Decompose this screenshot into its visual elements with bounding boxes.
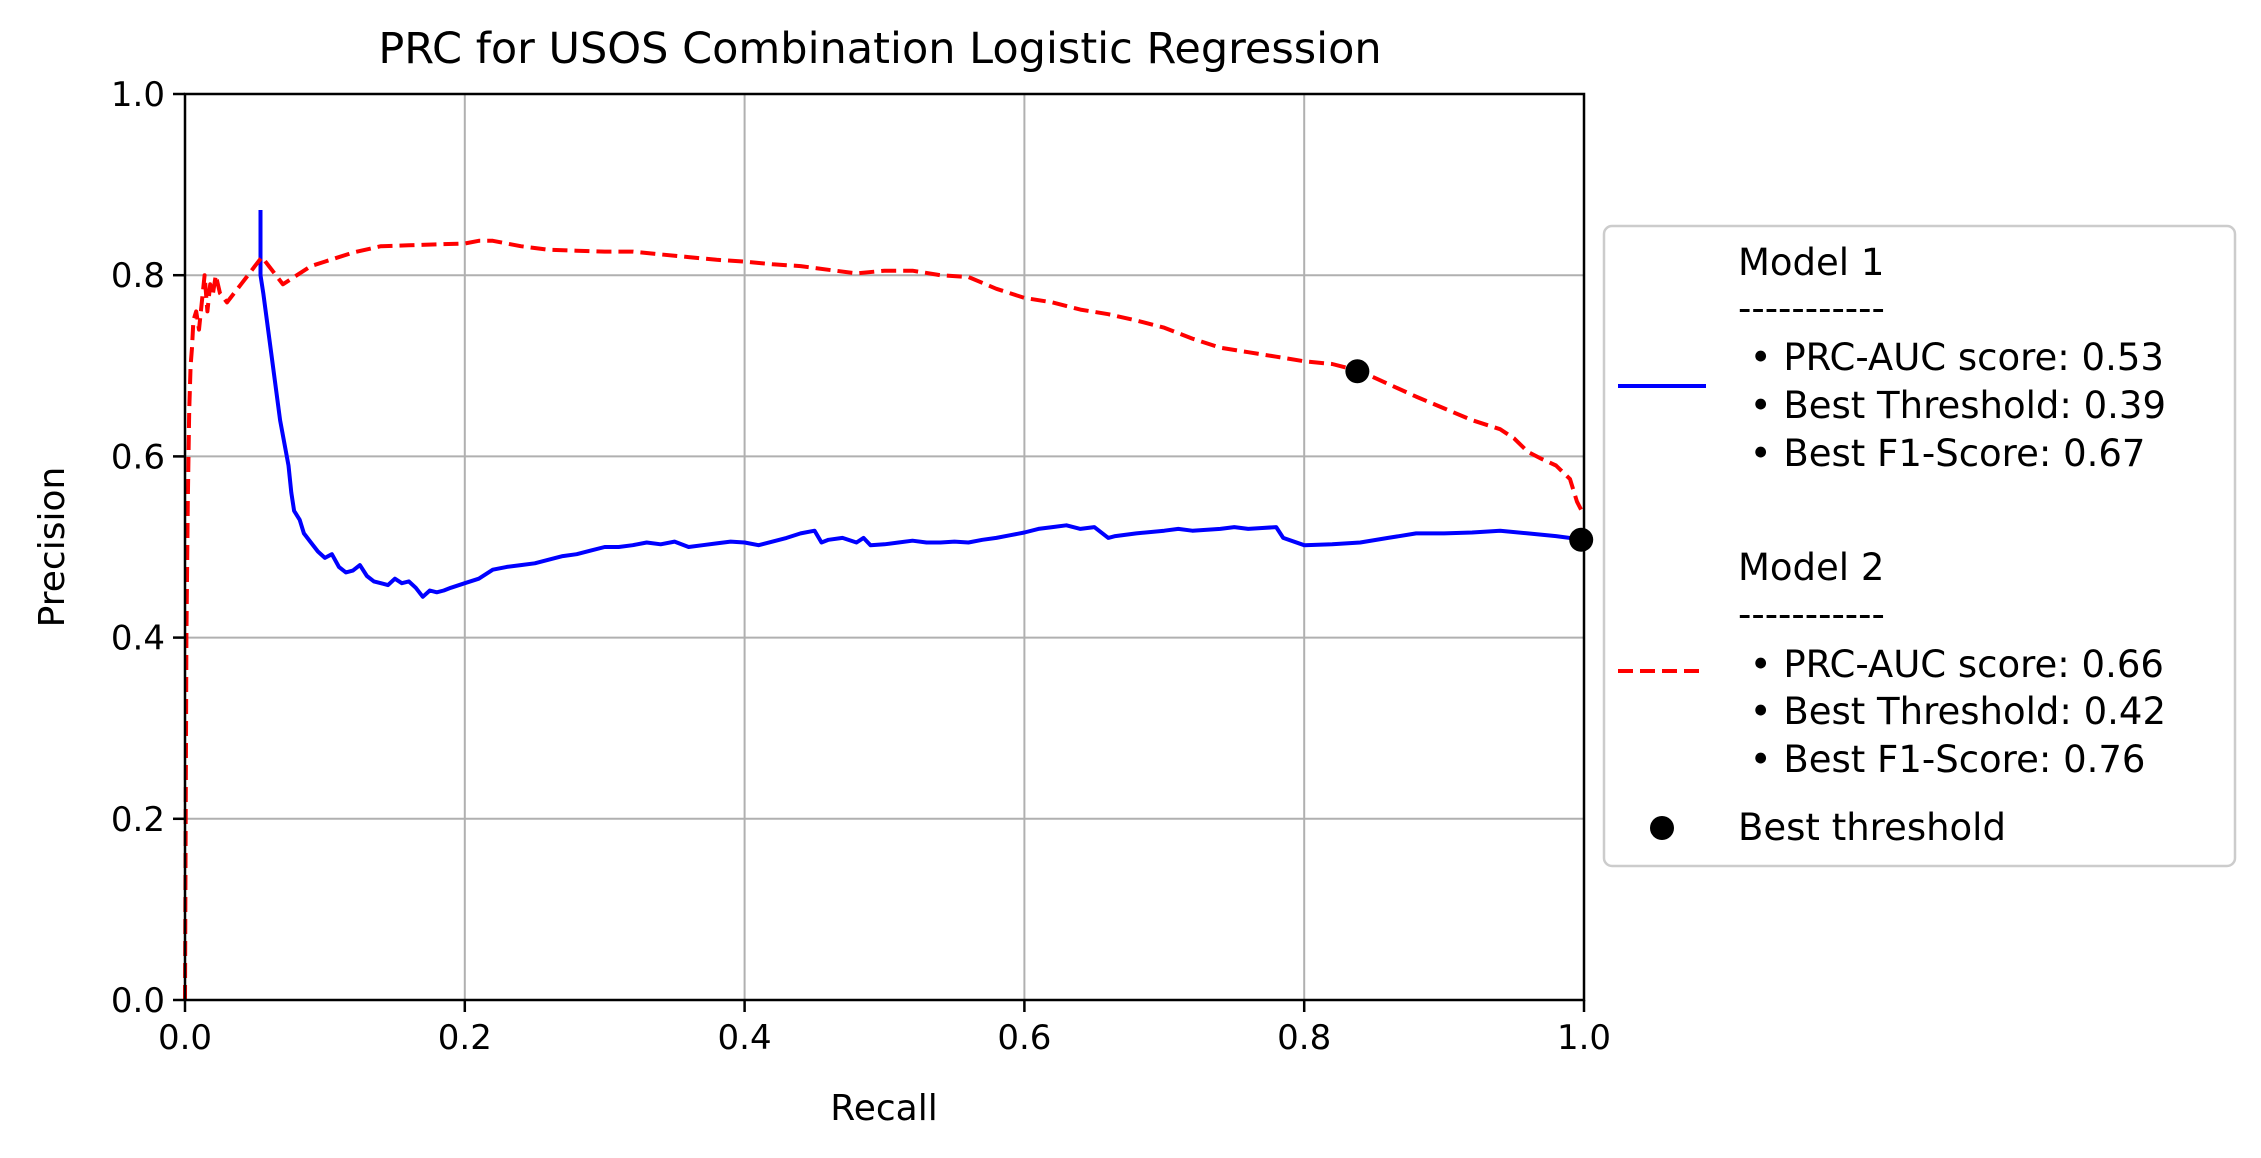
legend-model-2-name: Model 2: [1738, 546, 1884, 589]
axis-ticks: 0.0 0.2 0.4 0.6 0.8 1.0 0.0 0.2 0.4 0.6 0.8 1.0: [111, 75, 1611, 1058]
legend-model-1-name: Model 1: [1738, 241, 1884, 284]
y-tick-label: 0.2: [111, 800, 165, 840]
x-tick-label: 0.8: [1277, 1018, 1331, 1058]
y-tick-label: 0.4: [111, 619, 165, 659]
x-tick-label: 0.6: [997, 1018, 1051, 1058]
x-tick-label: 1.0: [1557, 1018, 1611, 1058]
legend: Model 1 ----------- • PRC-AUC score: 0.5…: [1602, 224, 2237, 868]
legend-box: [1602, 224, 2237, 868]
legend-model-2-threshold: • Best Threshold: 0.42: [1738, 690, 2166, 733]
legend-model-2-f1: • Best F1-Score: 0.76: [1738, 738, 2145, 781]
y-tick-label: 0.0: [111, 981, 165, 1021]
best-threshold-point-2: [1569, 527, 1594, 552]
x-axis-label: Recall: [830, 1088, 937, 1129]
best-threshold-point-1: [1345, 359, 1370, 384]
y-tick-label: 0.8: [111, 256, 165, 296]
plot-frame: [183, 92, 1586, 1002]
y-axis-label: Precision: [32, 467, 73, 628]
legend-model-1-threshold: • Best Threshold: 0.39: [1738, 384, 2166, 427]
legend-model-1-auc: • PRC-AUC score: 0.53: [1738, 336, 2164, 379]
legend-model-1-separator: -----------: [1738, 287, 1885, 330]
legend-best-threshold-label: Best threshold: [1738, 806, 2006, 849]
x-tick-label: 0.0: [158, 1018, 212, 1058]
series-line-model-2: [183, 238, 1586, 1001]
legend-model-2-auc: • PRC-AUC score: 0.66: [1738, 643, 2164, 686]
legend-model-2-separator: -----------: [1738, 593, 1885, 636]
grid-lines: [184, 93, 1585, 1001]
legend-marker-best-threshold: [1650, 816, 1674, 840]
x-tick-label: 0.2: [438, 1018, 492, 1058]
chart-title: PRC for USOS Combination Logistic Regres…: [378, 24, 1381, 74]
x-tick-label: 0.4: [718, 1018, 772, 1058]
y-tick-label: 0.6: [111, 437, 165, 477]
y-tick-label: 1.0: [111, 75, 165, 115]
series-layer: [183, 210, 1586, 1001]
marker-layer: [1345, 359, 1594, 552]
series-line-model-1: [258, 210, 1585, 599]
legend-model-1-f1: • Best F1-Score: 0.67: [1738, 432, 2145, 475]
